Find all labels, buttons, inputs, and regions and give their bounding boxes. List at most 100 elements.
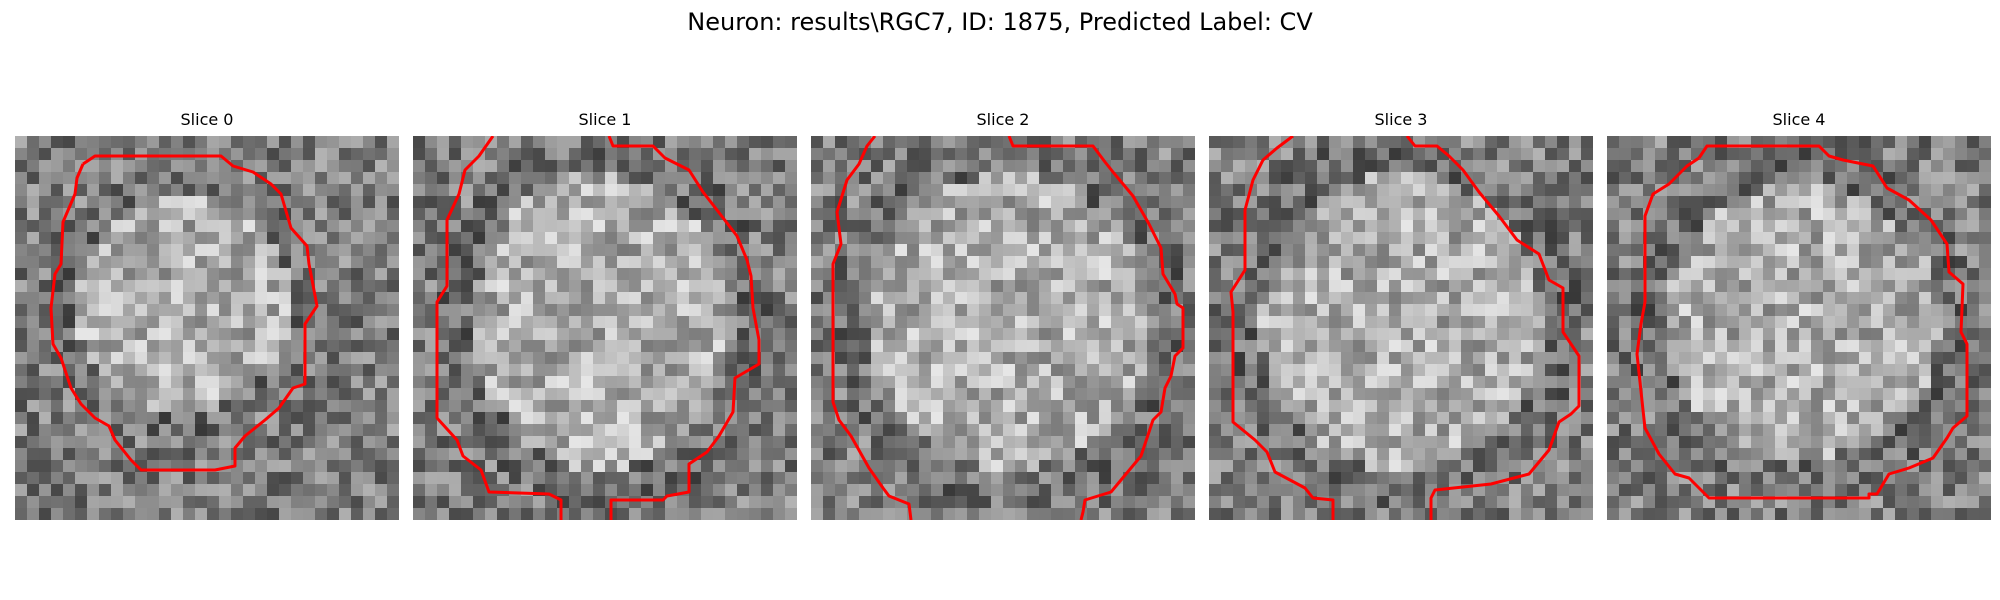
image-pixel — [219, 388, 232, 401]
image-pixel — [1739, 436, 1752, 449]
image-pixel — [1607, 196, 1620, 209]
image-pixel — [1955, 172, 1968, 185]
image-pixel — [1943, 376, 1956, 389]
image-pixel — [1087, 424, 1100, 437]
image-pixel — [1895, 352, 1908, 365]
image-pixel — [761, 316, 774, 329]
image-pixel — [907, 316, 920, 329]
image-pixel — [1497, 268, 1510, 281]
image-pixel — [931, 304, 944, 317]
image-pixel — [1257, 460, 1270, 473]
image-pixel — [87, 136, 100, 149]
image-pixel — [919, 400, 932, 413]
image-pixel — [1389, 436, 1402, 449]
image-pixel — [1209, 160, 1222, 173]
image-pixel — [1679, 280, 1692, 293]
image-pixel — [279, 496, 292, 509]
image-pixel — [1979, 316, 1991, 329]
image-pixel — [1449, 388, 1462, 401]
image-pixel — [1135, 268, 1148, 281]
image-pixel — [437, 316, 450, 329]
image-pixel — [1979, 196, 1991, 209]
image-pixel — [521, 352, 534, 365]
image-pixel — [279, 460, 292, 473]
image-pixel — [449, 256, 462, 269]
image-pixel — [1545, 184, 1558, 197]
image-pixel — [63, 280, 76, 293]
image-pixel — [1979, 148, 1991, 161]
image-pixel — [1919, 136, 1932, 149]
image-pixel — [1679, 316, 1692, 329]
image-pixel — [1497, 460, 1510, 473]
image-pixel — [773, 292, 786, 305]
image-pixel — [1581, 508, 1593, 520]
image-pixel — [1437, 400, 1450, 413]
image-pixel — [1449, 352, 1462, 365]
image-pixel — [1607, 400, 1620, 413]
image-pixel — [1907, 376, 1920, 389]
image-pixel — [75, 292, 88, 305]
image-pixel — [425, 448, 438, 461]
image-pixel — [569, 232, 582, 245]
image-pixel — [243, 484, 256, 497]
image-pixel — [135, 436, 148, 449]
image-pixel — [1183, 208, 1195, 221]
image-pixel — [1955, 160, 1968, 173]
image-pixel — [895, 460, 908, 473]
image-pixel — [1703, 268, 1716, 281]
image-pixel — [545, 184, 558, 197]
image-pixel — [267, 496, 280, 509]
image-pixel — [1147, 256, 1160, 269]
image-pixel — [231, 424, 244, 437]
image-pixel — [629, 304, 642, 317]
image-pixel — [1775, 220, 1788, 233]
image-pixel — [871, 484, 884, 497]
image-pixel — [1473, 400, 1486, 413]
image-pixel — [847, 148, 860, 161]
image-pixel — [387, 472, 399, 485]
image-pixel — [1233, 460, 1246, 473]
image-pixel — [967, 292, 980, 305]
image-pixel — [1015, 400, 1028, 413]
image-pixel — [1509, 184, 1522, 197]
image-pixel — [641, 316, 654, 329]
image-pixel — [315, 448, 328, 461]
image-pixel — [617, 184, 630, 197]
image-pixel — [147, 364, 160, 377]
image-pixel — [919, 316, 932, 329]
image-pixel — [509, 256, 522, 269]
image-pixel — [63, 352, 76, 365]
image-pixel — [701, 424, 714, 437]
image-pixel — [461, 496, 474, 509]
image-pixel — [279, 388, 292, 401]
image-pixel — [437, 172, 450, 185]
image-pixel — [1943, 448, 1956, 461]
image-pixel — [1437, 292, 1450, 305]
image-pixel — [689, 376, 702, 389]
image-pixel — [967, 208, 980, 221]
image-pixel — [1667, 292, 1680, 305]
image-pixel — [1907, 292, 1920, 305]
image-pixel — [327, 448, 340, 461]
image-pixel — [1377, 136, 1390, 149]
image-pixel — [1147, 400, 1160, 413]
image-pixel — [1305, 412, 1318, 425]
image-pixel — [1883, 244, 1896, 257]
image-pixel — [955, 448, 968, 461]
image-pixel — [425, 352, 438, 365]
image-pixel — [883, 220, 896, 233]
image-pixel — [1919, 280, 1932, 293]
image-pixel — [303, 148, 316, 161]
image-pixel — [1087, 268, 1100, 281]
image-pixel — [363, 316, 376, 329]
image-pixel — [1545, 232, 1558, 245]
image-pixel — [135, 148, 148, 161]
image-pixel — [87, 256, 100, 269]
image-pixel — [1233, 292, 1246, 305]
image-pixel — [1521, 400, 1534, 413]
image-pixel — [1775, 160, 1788, 173]
image-pixel — [497, 148, 510, 161]
image-pixel — [15, 412, 28, 425]
image-pixel — [207, 136, 220, 149]
image-pixel — [1799, 328, 1812, 341]
